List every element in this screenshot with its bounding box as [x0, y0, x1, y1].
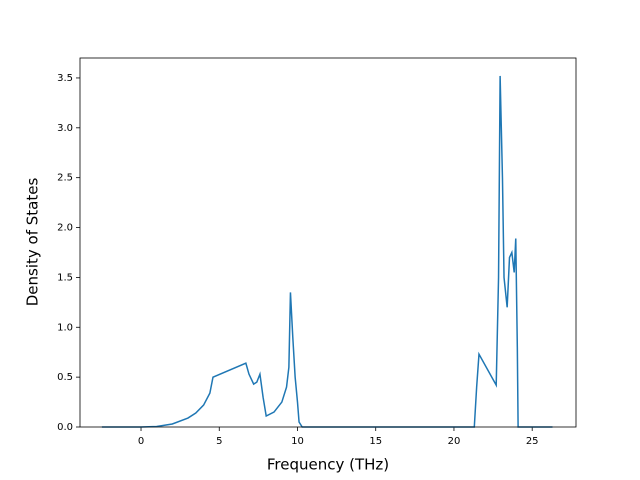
x-tick-label: 25	[526, 436, 539, 447]
y-tick-label: 3.5	[57, 73, 73, 84]
y-tick-label: 2.0	[57, 223, 73, 234]
y-tick-label: 0.5	[57, 372, 73, 383]
y-tick-label: 2.5	[57, 173, 73, 184]
x-axis-label: Frequency (THz)	[267, 456, 389, 474]
x-tick-label: 20	[448, 436, 461, 447]
y-tick-label: 0.0	[57, 422, 73, 433]
y-axis-label: Density of States	[24, 178, 42, 307]
x-tick-label: 15	[369, 436, 382, 447]
dos-line	[101, 75, 553, 428]
y-tick-label: 1.0	[57, 322, 73, 333]
y-tick-label: 1.5	[57, 272, 73, 283]
x-tick-label: 0	[138, 436, 144, 447]
plot-frame	[79, 57, 577, 428]
y-tick-label: 3.0	[57, 123, 73, 134]
x-tick-label: 5	[216, 436, 222, 447]
x-tick-label: 10	[291, 436, 304, 447]
